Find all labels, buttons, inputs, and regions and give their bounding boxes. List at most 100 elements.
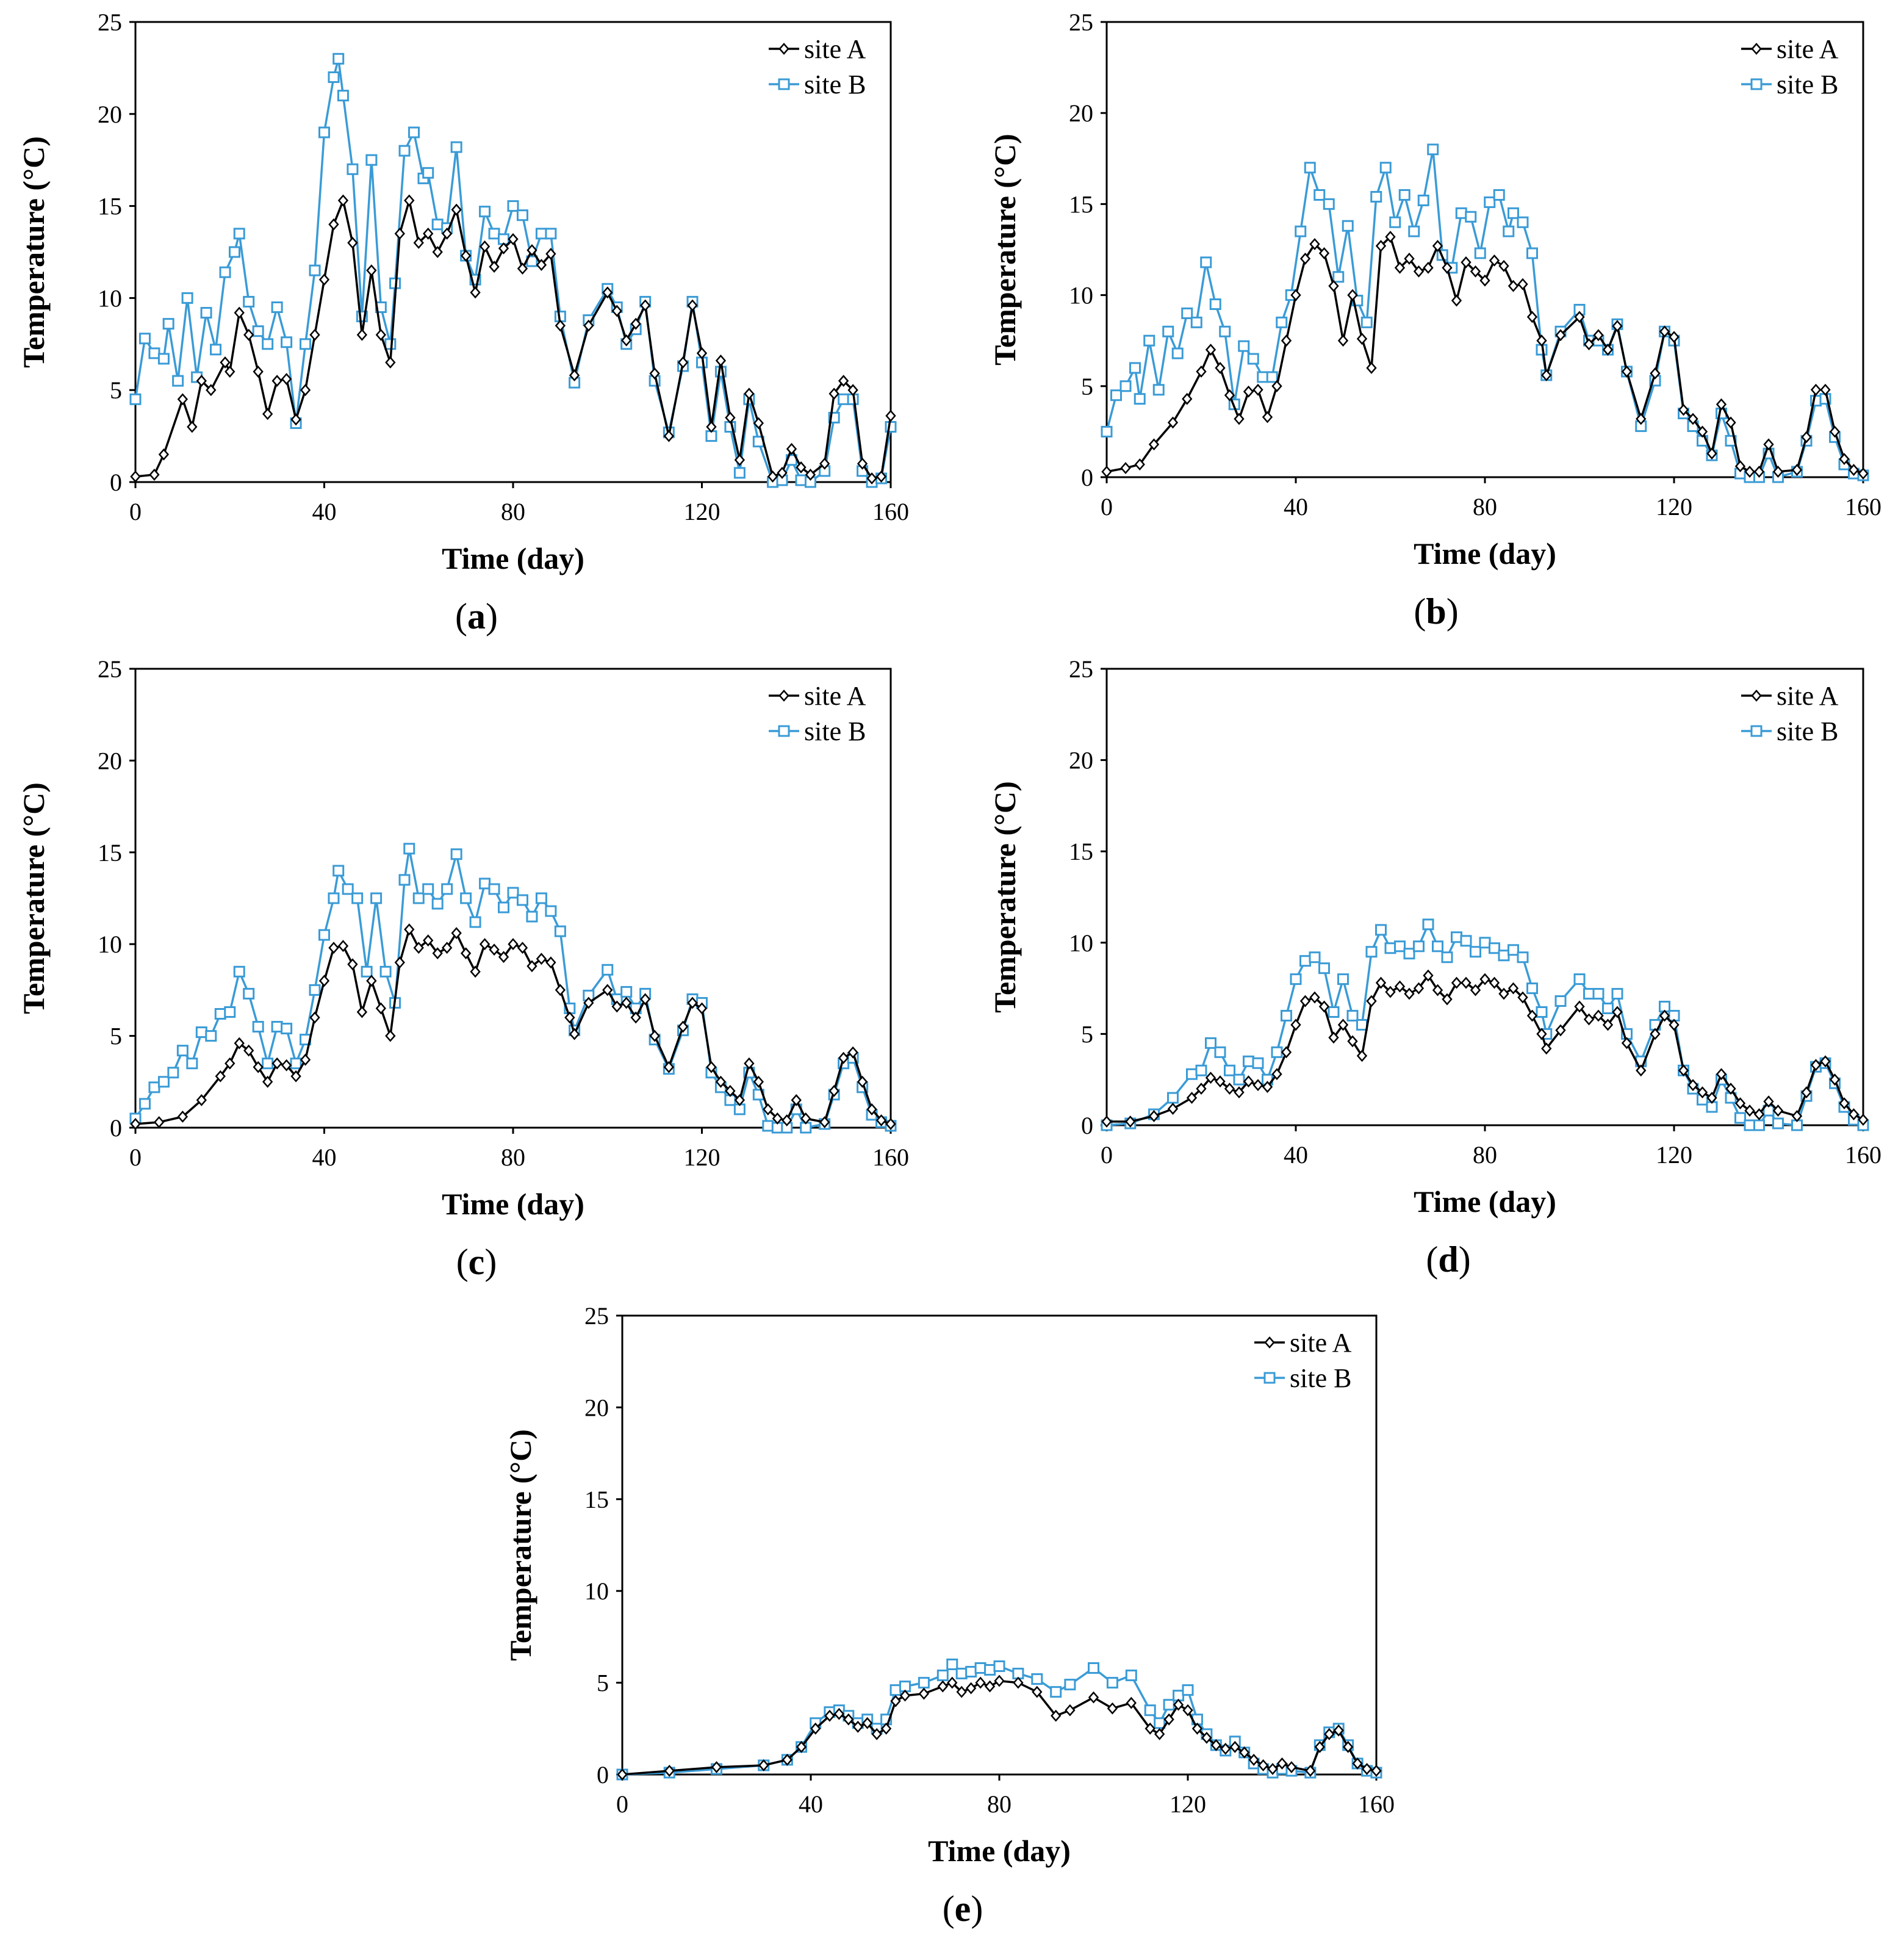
data-point xyxy=(885,421,897,433)
y-tick-label: 20 xyxy=(1069,99,1093,127)
data-point xyxy=(1323,198,1335,210)
data-point xyxy=(1479,973,1490,985)
data-point xyxy=(828,1084,839,1097)
y-tick-label: 10 xyxy=(98,284,122,312)
y-tick-label: 15 xyxy=(1069,190,1093,218)
y-tick-label: 5 xyxy=(597,1670,609,1697)
data-point xyxy=(526,960,537,973)
data-point xyxy=(479,877,491,890)
data-point xyxy=(318,975,330,987)
data-point xyxy=(828,387,839,400)
data-point xyxy=(1281,1046,1292,1059)
data-point xyxy=(233,965,245,978)
legend-marker xyxy=(1751,690,1762,702)
data-point xyxy=(918,1677,930,1689)
y-tick-label: 5 xyxy=(1081,1020,1093,1048)
data-point xyxy=(1299,955,1311,967)
legend: site A site B xyxy=(1741,34,1839,99)
data-point xyxy=(833,1707,845,1720)
x-tick-label: 80 xyxy=(501,498,525,525)
data-point xyxy=(1442,261,1453,274)
data-point xyxy=(824,1709,835,1722)
data-point xyxy=(871,1728,882,1740)
data-point xyxy=(1106,1677,1118,1689)
data-point xyxy=(1650,367,1661,380)
data-point xyxy=(300,1053,311,1066)
data-point xyxy=(281,1023,293,1035)
data-point xyxy=(1356,1018,1368,1031)
data-point xyxy=(356,1006,368,1018)
data-point xyxy=(1366,995,1377,1007)
legend-marker xyxy=(778,43,789,55)
data-point xyxy=(1088,1662,1099,1674)
data-point xyxy=(1375,240,1387,252)
data-point xyxy=(838,1051,849,1064)
x-tick-label: 40 xyxy=(1284,493,1308,521)
data-point xyxy=(1555,1024,1566,1037)
data-point xyxy=(351,892,364,904)
data-point xyxy=(767,470,778,483)
data-point xyxy=(1725,416,1736,429)
data-point xyxy=(725,1084,736,1097)
series-site-a xyxy=(1101,969,1869,1128)
legend-label: site B xyxy=(1290,1363,1351,1393)
data-point xyxy=(975,1676,986,1689)
data-point xyxy=(408,126,420,139)
data-point xyxy=(1517,991,1528,1004)
data-point xyxy=(1257,371,1269,383)
data-point xyxy=(148,1081,160,1093)
data-point xyxy=(1526,1009,1538,1022)
series-site-b xyxy=(1101,143,1869,483)
data-point xyxy=(843,1713,854,1726)
data-point xyxy=(210,344,222,356)
data-point xyxy=(1432,984,1443,996)
data-point xyxy=(1125,1115,1136,1128)
data-point xyxy=(366,975,377,987)
data-point xyxy=(1182,392,1193,405)
data-point xyxy=(328,892,340,904)
data-point xyxy=(328,942,339,954)
data-point xyxy=(1427,143,1439,156)
data-point xyxy=(1337,334,1349,347)
data-point xyxy=(394,227,405,240)
panel-label: (a) xyxy=(455,596,498,636)
x-tick-label: 40 xyxy=(1284,1141,1308,1169)
data-point xyxy=(271,301,283,313)
data-point xyxy=(394,956,405,969)
data-point xyxy=(1498,949,1510,962)
data-point xyxy=(470,286,481,299)
data-point xyxy=(974,1662,986,1674)
x-tick-label: 0 xyxy=(1101,1141,1113,1169)
legend-marker xyxy=(1263,1372,1276,1384)
data-point xyxy=(734,1093,746,1106)
data-point xyxy=(744,1057,755,1070)
data-point xyxy=(450,848,462,860)
data-point xyxy=(984,1664,996,1676)
data-point xyxy=(1167,1103,1179,1115)
y-tick-label: 15 xyxy=(584,1486,609,1513)
data-point xyxy=(1181,307,1193,319)
data-point xyxy=(1379,162,1392,174)
data-point xyxy=(1839,1097,1850,1109)
data-point xyxy=(1489,942,1500,954)
data-point xyxy=(154,1116,165,1128)
data-point xyxy=(1196,366,1207,378)
data-point xyxy=(1621,1037,1633,1050)
data-point xyxy=(460,947,472,960)
data-point xyxy=(526,910,538,923)
data-point xyxy=(715,1075,727,1088)
data-point xyxy=(460,250,472,262)
data-point xyxy=(1318,962,1330,975)
data-point xyxy=(1143,334,1155,347)
data-point xyxy=(1763,438,1774,451)
data-point xyxy=(569,1028,580,1040)
chart-panel-b: 0 5 10 15 20 25 0 40 80 120 160 Time (day) Temperatu… xyxy=(988,9,1881,632)
data-point xyxy=(1413,982,1425,995)
data-point xyxy=(220,356,231,369)
data-point xyxy=(1224,389,1235,402)
data-point xyxy=(744,387,755,400)
data-point xyxy=(196,375,207,387)
data-point xyxy=(347,163,359,175)
data-point xyxy=(281,336,293,348)
data-point xyxy=(1791,1110,1803,1122)
